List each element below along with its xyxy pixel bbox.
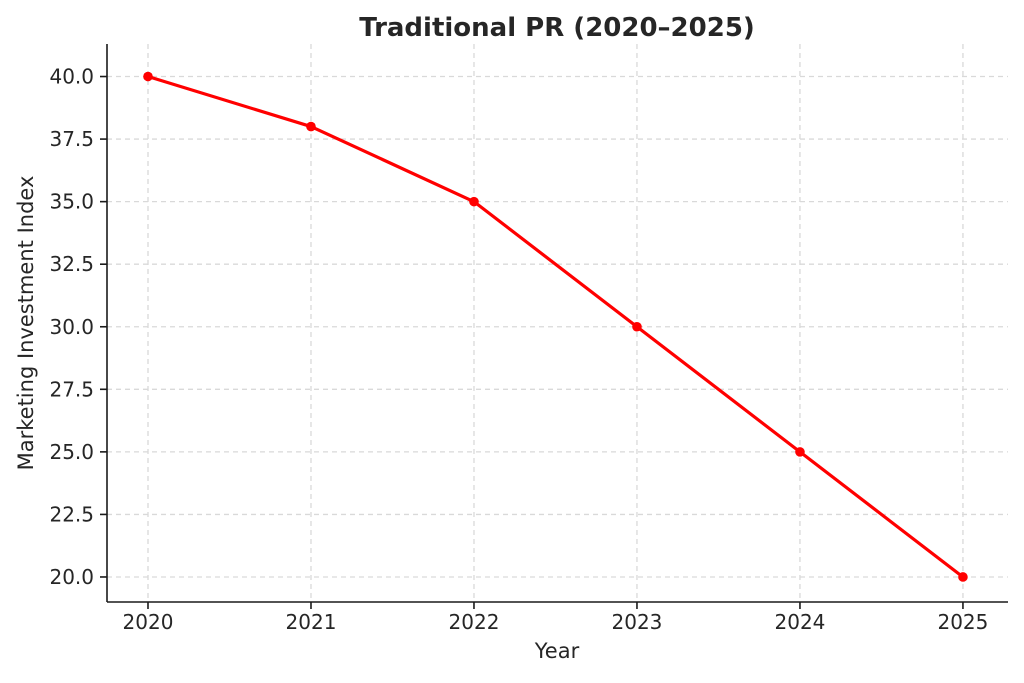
y-tick-label: 22.5 xyxy=(49,502,94,526)
x-tick-label: 2025 xyxy=(937,610,988,634)
tick-label-layer: 20.0 22.5 25.0 27.5 30.0 32.5 35.0 37.5 40.0 2020… xyxy=(49,65,988,634)
y-tick-label: 25.0 xyxy=(49,440,94,464)
series-line xyxy=(146,74,965,579)
data-point xyxy=(143,71,153,82)
y-tick-label: 40.0 xyxy=(49,65,94,89)
y-axis-label: Marketing Investment Index xyxy=(14,176,38,471)
data-point xyxy=(795,447,805,457)
y-tick-label: 32.5 xyxy=(49,252,94,276)
y-tick-label: 30.0 xyxy=(49,315,94,339)
x-tick-label: 2024 xyxy=(775,610,826,634)
grid-layer xyxy=(107,44,1008,602)
x-tick-label: 2020 xyxy=(123,610,174,634)
data-point xyxy=(469,196,479,207)
x-tick-label: 2023 xyxy=(612,610,663,634)
axes-layer xyxy=(100,44,1008,609)
data-point xyxy=(306,121,316,132)
y-tick-label: 37.5 xyxy=(49,127,94,151)
y-tick-label: 27.5 xyxy=(49,377,94,401)
y-tick-label: 20.0 xyxy=(49,565,94,589)
x-tick-label: 2021 xyxy=(286,610,337,634)
y-tick-label: 35.0 xyxy=(49,190,94,214)
x-tick-label: 2022 xyxy=(449,610,500,634)
data-point xyxy=(632,321,642,332)
x-axis-label: Year xyxy=(534,639,580,663)
chart-title: Traditional PR (2020–2025) xyxy=(359,13,755,43)
data-point xyxy=(958,572,968,582)
data-series-layer xyxy=(143,71,968,582)
